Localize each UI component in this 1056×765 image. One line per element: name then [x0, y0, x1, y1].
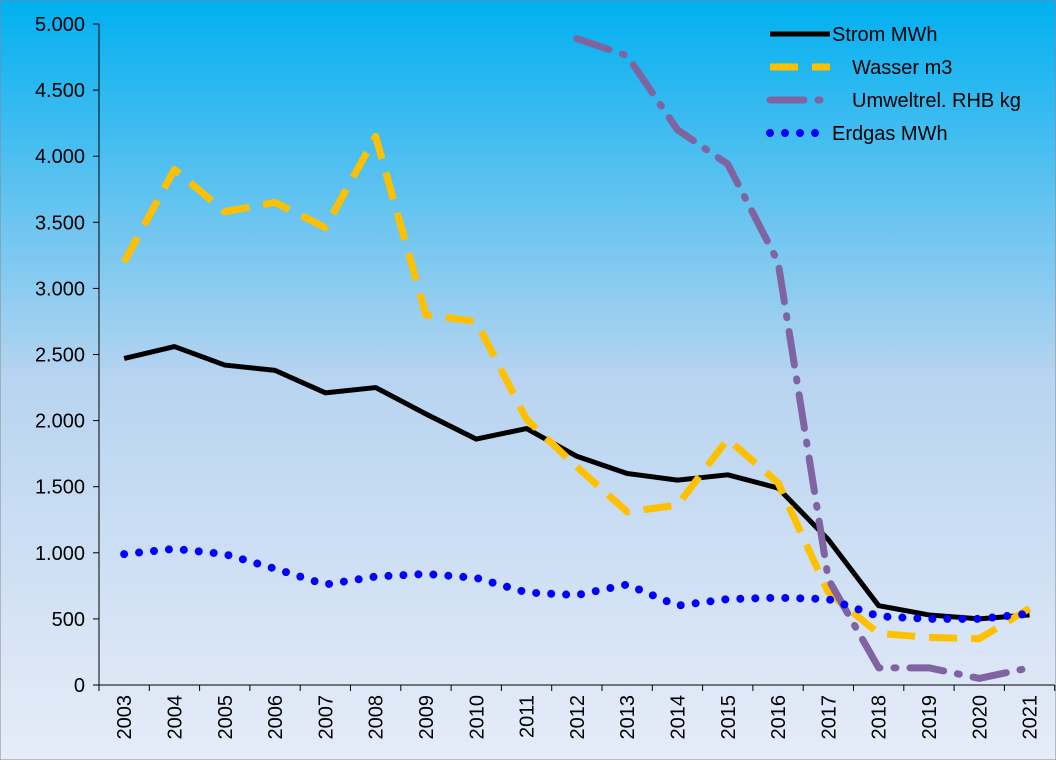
x-tick-label: 2008: [366, 695, 388, 740]
x-tick-label: 2010: [466, 695, 488, 740]
x-tick-label: 2007: [315, 695, 337, 740]
x-tick-label: 2003: [114, 695, 136, 740]
y-tick-label: 5.000: [35, 14, 85, 36]
x-tick-label: 2012: [567, 695, 589, 740]
x-tick-label: 2016: [768, 695, 790, 740]
legend-label: Strom MWh: [832, 24, 938, 46]
y-tick-label: 2.500: [35, 345, 85, 367]
y-tick-label: 1.000: [35, 543, 85, 565]
y-tick-label: 2.000: [35, 411, 85, 433]
y-tick-label: 3.000: [35, 278, 85, 300]
x-tick-label: 2011: [517, 695, 539, 738]
x-tick-label: 2014: [667, 695, 689, 740]
y-tick-label: 1.500: [35, 477, 85, 499]
x-tick-label: 2019: [919, 695, 941, 740]
legend-label: Umweltrel. RHB kg: [852, 90, 1021, 112]
y-tick-label: 0: [74, 675, 85, 697]
legend-label: Wasser m3: [852, 57, 952, 79]
x-tick-label: 2018: [869, 695, 891, 740]
series-line: [573, 35, 1034, 682]
x-tick-label: 2020: [969, 695, 991, 740]
x-tick-label: 2021: [1020, 695, 1042, 740]
legend-label: Erdgas MWh: [832, 123, 948, 145]
series-line: [121, 132, 1032, 643]
x-tick-label: 2013: [617, 695, 639, 740]
y-tick-label: 4.500: [35, 80, 85, 102]
x-tick-label: 2015: [718, 695, 740, 740]
y-tick-label: 500: [52, 609, 85, 631]
x-tick-label: 2006: [265, 695, 287, 740]
x-tick-label: 2005: [215, 695, 237, 740]
x-tick-label: 2017: [818, 695, 840, 740]
series-line: [123, 344, 1030, 622]
x-tick-label: 2004: [164, 695, 186, 740]
y-tick-label: 4.000: [35, 146, 85, 168]
x-tick-label: 2009: [416, 695, 438, 740]
series-line: [120, 544, 1034, 623]
y-tick-label: 3.500: [35, 212, 85, 234]
